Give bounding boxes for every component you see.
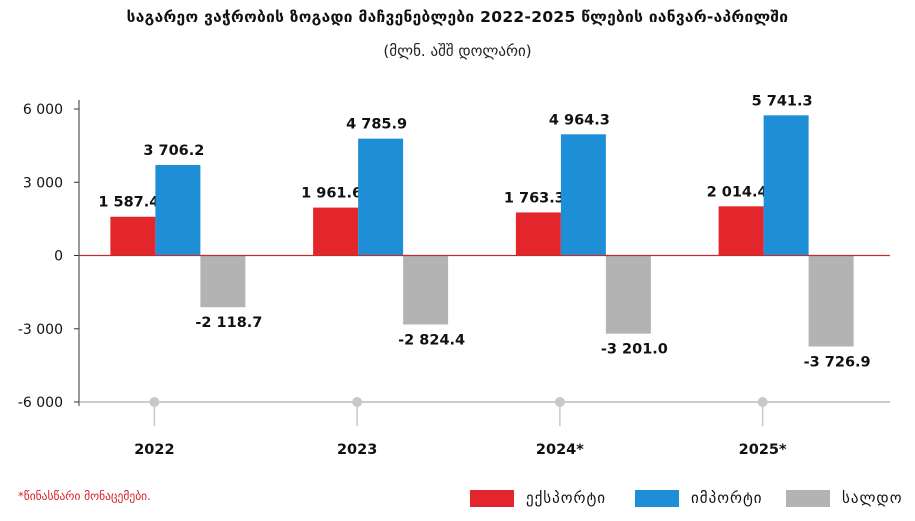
data-label: 1 961.6: [301, 186, 362, 202]
category-label: 2023: [337, 442, 377, 458]
y-tick-label: 6 000: [23, 102, 63, 118]
data-label: 5 741.3: [752, 93, 813, 109]
data-label: -3 726.9: [804, 354, 871, 370]
export-bar: [110, 216, 156, 256]
legend-swatch-import: [635, 489, 679, 507]
data-label: 1 587.4: [98, 195, 159, 211]
data-label: -2 824.4: [398, 332, 465, 348]
category-label: 2025*: [739, 442, 787, 458]
data-label: -2 118.7: [195, 315, 262, 331]
data-label: 4 964.3: [549, 112, 610, 128]
y-tick-label: -6 000: [18, 395, 63, 411]
legend-label-balance: სალდო: [842, 489, 903, 507]
category-dot: [757, 397, 768, 407]
category-dot: [554, 397, 565, 407]
chart-subtitle: (მლნ. აშშ დოლარი): [383, 42, 532, 60]
y-tick-label: -3 000: [18, 322, 63, 338]
category-label: 2024*: [536, 442, 584, 458]
balance-bar: [808, 255, 854, 347]
legend-item-export: ექსპორტი: [470, 488, 606, 508]
balance-bar: [605, 255, 651, 334]
legend-label-export: ექსპორტი: [526, 489, 607, 507]
y-tick-label: 0: [54, 249, 63, 265]
export-bar: [515, 212, 561, 256]
legend-item-import: იმპორტი: [635, 488, 763, 508]
import-bar: [763, 115, 809, 256]
category-dot: [352, 397, 363, 407]
data-label: 2 014.4: [707, 184, 768, 200]
import-bar: [358, 138, 404, 256]
chart-title: საგარეო ვაჭრობის ზოგადი მაჩვენებლები 202…: [126, 8, 789, 26]
y-tick-label: 3 000: [23, 175, 63, 191]
legend-swatch-export: [470, 489, 514, 507]
data-label: 1 763.3: [504, 190, 565, 206]
export-bar: [313, 207, 359, 256]
balance-bar: [403, 255, 449, 325]
balance-bar: [200, 255, 246, 308]
data-label: -3 201.0: [601, 342, 668, 358]
data-label: 4 785.9: [346, 117, 407, 133]
import-bar: [155, 165, 201, 256]
data-label: 3 706.2: [143, 143, 204, 159]
footnote: *წინასწარი მონაცემები.: [18, 489, 151, 503]
export-bar: [718, 206, 764, 256]
legend-item-balance: სალდო: [786, 488, 902, 508]
legend-swatch-balance: [786, 489, 830, 507]
category-dot: [149, 397, 160, 407]
category-label: 2022: [134, 442, 174, 458]
legend-label-import: იმპორტი: [691, 489, 763, 507]
import-bar: [560, 134, 606, 256]
